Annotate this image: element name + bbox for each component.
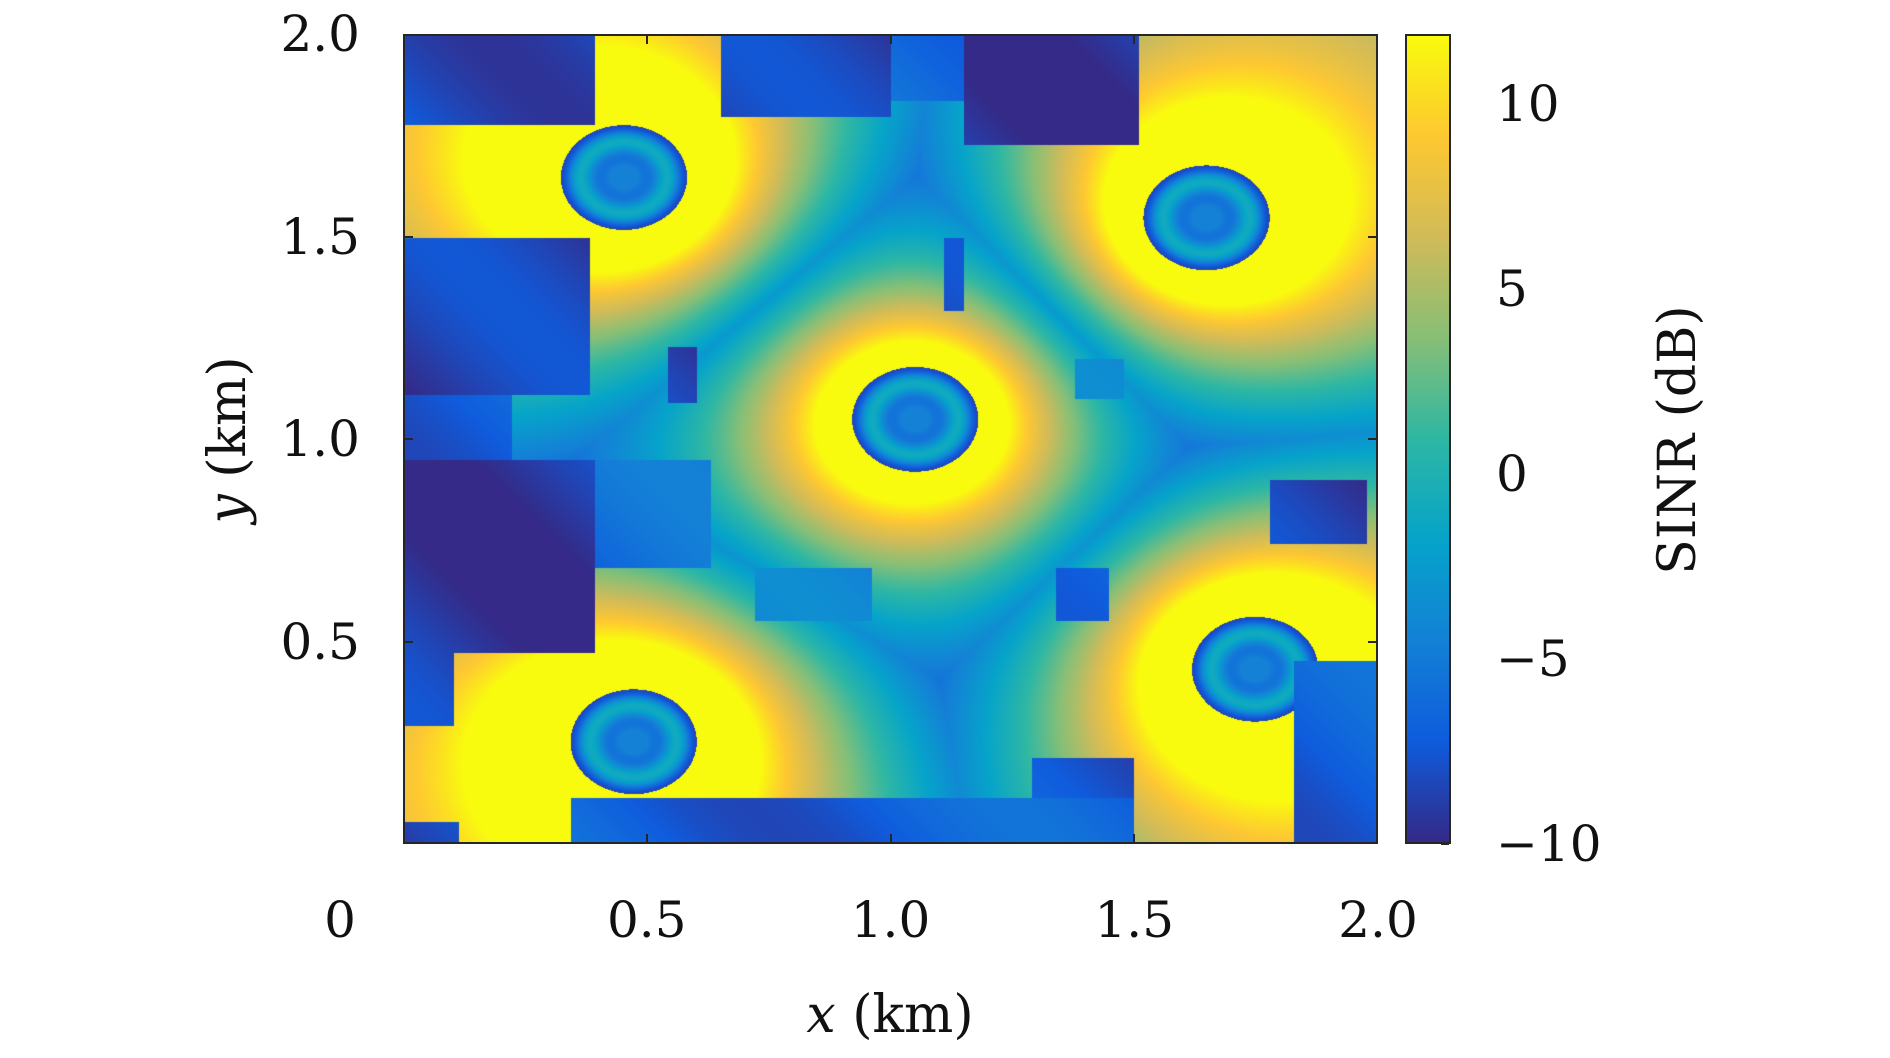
x-tick-mark-top — [889, 34, 892, 44]
x-axis-unit: (km) — [852, 985, 974, 1045]
y-tick-mark — [403, 235, 413, 238]
y-tick-mark — [403, 640, 413, 643]
y-tick-label: 0.5 — [280, 612, 360, 671]
colorbar-label: SINR (dB) — [1648, 305, 1708, 575]
x-tick-mark — [889, 834, 892, 844]
colorbar-tick-mark — [1441, 843, 1449, 845]
colorbar-tick-label: −10 — [1496, 815, 1602, 873]
y-tick-mark-right — [1368, 235, 1378, 238]
colorbar-tick-label: 0 — [1496, 445, 1528, 504]
colorbar-tick-label: 10 — [1496, 75, 1560, 134]
plot-area-frame — [403, 34, 1378, 844]
colorbar-frame — [1405, 34, 1451, 844]
y-axis-unit: (km) — [198, 356, 258, 478]
colorbar-tick-label: 5 — [1496, 260, 1528, 319]
x-axis-label: x (km) — [806, 985, 973, 1045]
y-tick-mark — [403, 438, 413, 440]
x-tick-label: 0.5 — [606, 891, 687, 949]
x-axis-variable: x — [806, 985, 836, 1045]
x-tick-mark — [1133, 834, 1136, 844]
x-tick-label: 1.5 — [1094, 891, 1175, 949]
colorbar-gradient — [1407, 36, 1449, 842]
x-tick-mark-top — [645, 34, 648, 44]
y-axis-label: y (km) — [198, 356, 258, 523]
y-tick-label: 1.5 — [280, 207, 360, 266]
x-tick-mark-top — [1133, 34, 1136, 44]
colorbar-tick-label: −5 — [1496, 630, 1570, 689]
sinr-heatmap — [405, 36, 1376, 842]
x-tick-label: 1.0 — [850, 891, 931, 949]
y-tick-label: 2.0 — [280, 5, 360, 63]
x-tick-label: 0 — [324, 891, 356, 949]
y-axis-variable: y — [198, 494, 258, 524]
x-tick-label: 2.0 — [1338, 891, 1418, 949]
y-tick-label: 1.0 — [280, 410, 360, 468]
y-tick-mark-right — [1368, 640, 1378, 643]
y-tick-mark-right — [1368, 438, 1378, 440]
x-tick-mark — [645, 834, 648, 844]
